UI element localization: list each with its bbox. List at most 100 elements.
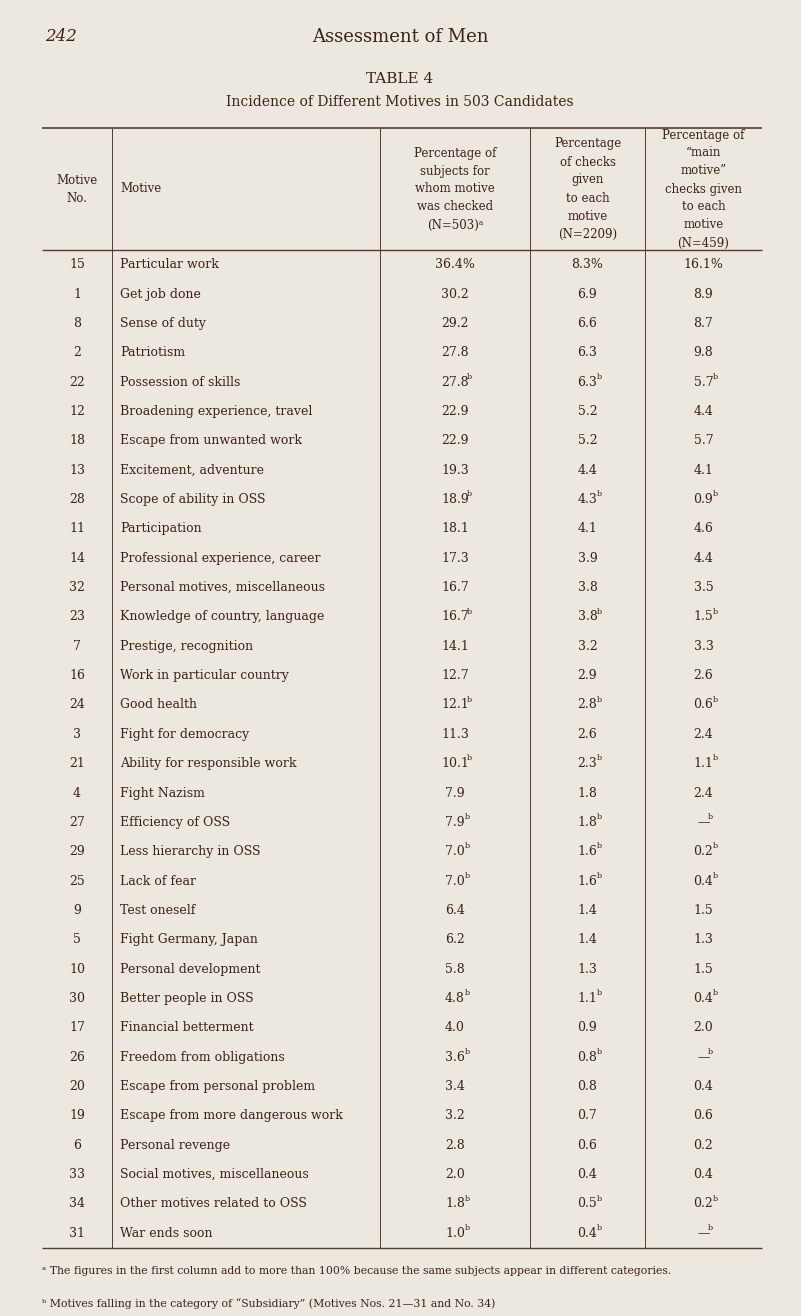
Text: 8.9: 8.9 [694,287,714,300]
Text: Incidence of Different Motives in 503 Candidates: Incidence of Different Motives in 503 Ca… [226,95,574,109]
Text: 1: 1 [73,287,81,300]
Text: Lack of fear: Lack of fear [120,875,196,887]
Text: 9.8: 9.8 [694,346,714,359]
Text: 10.1: 10.1 [441,757,469,770]
Text: 33: 33 [69,1169,85,1182]
Text: 30: 30 [69,992,85,1005]
Text: 7.0: 7.0 [445,875,465,887]
Text: 1.0: 1.0 [445,1227,465,1240]
Text: 1.8: 1.8 [578,787,598,800]
Text: 31: 31 [69,1227,85,1240]
Text: Escape from personal problem: Escape from personal problem [120,1080,315,1094]
Text: 0.7: 0.7 [578,1109,598,1123]
Text: 20: 20 [69,1080,85,1094]
Text: b: b [467,696,472,704]
Text: 17.3: 17.3 [441,551,469,565]
Text: Test oneself: Test oneself [120,904,195,917]
Text: 1.5: 1.5 [694,962,714,975]
Text: b: b [597,754,602,762]
Text: Escape from unwanted work: Escape from unwanted work [120,434,302,447]
Text: b: b [465,1224,469,1232]
Text: 1.6: 1.6 [578,875,598,887]
Text: Ability for responsible work: Ability for responsible work [120,757,296,770]
Text: 12.7: 12.7 [441,669,469,682]
Text: b: b [713,1195,718,1203]
Text: 3: 3 [73,728,81,741]
Text: 2.8: 2.8 [578,699,598,712]
Text: 21: 21 [69,757,85,770]
Text: 3.2: 3.2 [578,640,598,653]
Text: 7.0: 7.0 [445,845,465,858]
Text: Escape from more dangerous work: Escape from more dangerous work [120,1109,343,1123]
Text: b: b [465,1195,469,1203]
Text: 242: 242 [45,28,77,45]
Text: b: b [465,842,469,850]
Text: Social motives, miscellaneous: Social motives, miscellaneous [120,1169,308,1182]
Text: b: b [467,608,472,616]
Text: 4.8: 4.8 [445,992,465,1005]
Text: b: b [465,813,469,821]
Text: 16: 16 [69,669,85,682]
Text: Work in particular country: Work in particular country [120,669,289,682]
Text: 8.7: 8.7 [694,317,714,330]
Text: 24: 24 [69,699,85,712]
Text: 3.8: 3.8 [578,582,598,594]
Text: 4.4: 4.4 [694,405,714,418]
Text: 0.4: 0.4 [694,992,714,1005]
Text: 6.4: 6.4 [445,904,465,917]
Text: 0.4: 0.4 [694,1080,714,1094]
Text: 4: 4 [73,787,81,800]
Text: 1.6: 1.6 [578,845,598,858]
Text: 4.1: 4.1 [694,463,714,476]
Text: 2.3: 2.3 [578,757,598,770]
Text: 5.8: 5.8 [445,962,465,975]
Text: b: b [467,491,472,499]
Text: 29: 29 [69,845,85,858]
Text: b: b [597,608,602,616]
Text: 0.6: 0.6 [694,699,714,712]
Text: 7.9: 7.9 [445,787,465,800]
Text: 2: 2 [73,346,81,359]
Text: 0.5: 0.5 [578,1198,598,1211]
Text: 4.4: 4.4 [578,463,598,476]
Text: 16.7: 16.7 [441,611,469,624]
Text: b: b [467,754,472,762]
Text: 6.9: 6.9 [578,287,598,300]
Text: 8.3%: 8.3% [572,258,603,271]
Text: 26: 26 [69,1050,85,1063]
Text: 5: 5 [73,933,81,946]
Text: 12.1: 12.1 [441,699,469,712]
Text: b: b [713,372,718,380]
Text: 3.8: 3.8 [578,611,598,624]
Text: b: b [713,842,718,850]
Text: Motive
No.: Motive No. [56,174,98,204]
Text: 0.9: 0.9 [578,1021,598,1034]
Text: Percentage
of checks
given
to each
motive
(N=2209): Percentage of checks given to each motiv… [553,137,621,241]
Text: 28: 28 [69,494,85,505]
Text: Percentage of
“main
motive”
checks given
to each
motive
(N=459): Percentage of “main motive” checks given… [662,129,745,250]
Text: Particular work: Particular work [120,258,219,271]
Text: Financial betterment: Financial betterment [120,1021,254,1034]
Text: 0.6: 0.6 [578,1138,598,1152]
Text: b: b [597,696,602,704]
Text: 3.2: 3.2 [445,1109,465,1123]
Text: Fight Nazism: Fight Nazism [120,787,205,800]
Text: Other motives related to OSS: Other motives related to OSS [120,1198,307,1211]
Text: Prestige, recognition: Prestige, recognition [120,640,253,653]
Text: 25: 25 [69,875,85,887]
Text: 1.8: 1.8 [578,816,598,829]
Text: 6.2: 6.2 [445,933,465,946]
Text: 22.9: 22.9 [441,434,469,447]
Text: 0.4: 0.4 [694,1169,714,1182]
Text: Scope of ability in OSS: Scope of ability in OSS [120,494,265,505]
Text: 23: 23 [69,611,85,624]
Text: 16.7: 16.7 [441,582,469,594]
Text: 30.2: 30.2 [441,287,469,300]
Text: War ends soon: War ends soon [120,1227,212,1240]
Text: Percentage of
subjects for
whom motive
was checked
(N=503)ᵃ: Percentage of subjects for whom motive w… [414,146,496,232]
Text: b: b [597,1048,602,1055]
Text: b: b [713,491,718,499]
Text: 4.1: 4.1 [578,522,598,536]
Text: Professional experience, career: Professional experience, career [120,551,320,565]
Text: b: b [465,1048,469,1055]
